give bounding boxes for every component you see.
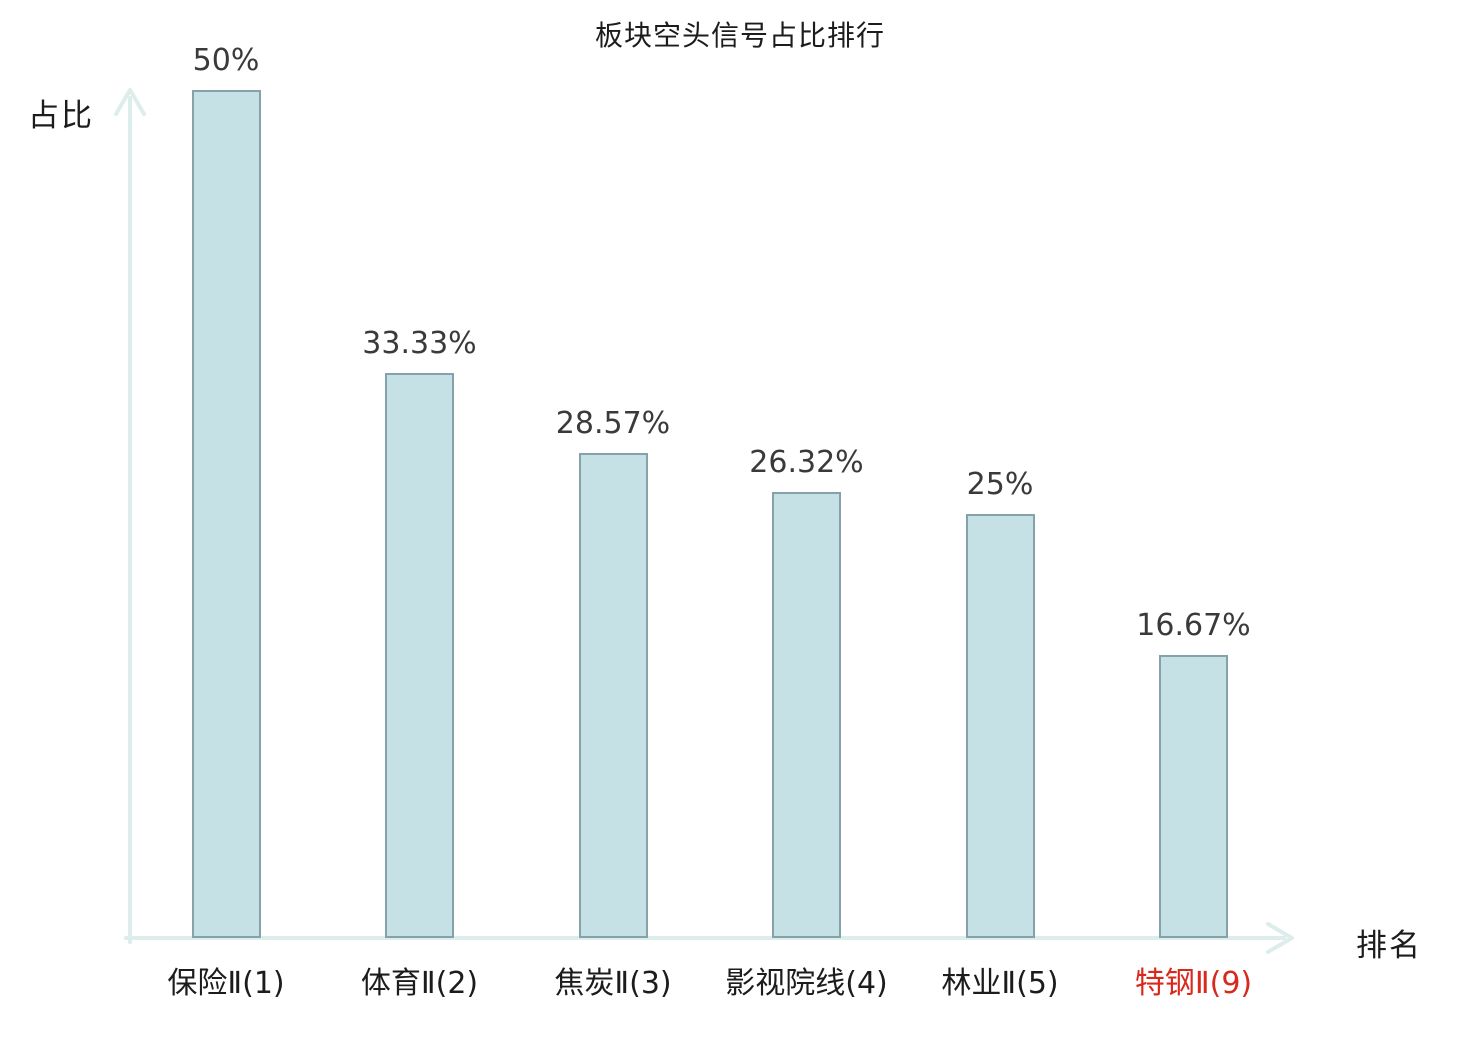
category-label: 影视院线(4) bbox=[725, 966, 888, 1001]
bar-value-label: 50% bbox=[192, 43, 260, 78]
x-axis-label: 排名 bbox=[1356, 928, 1422, 964]
category-label: 特钢Ⅱ(9) bbox=[1134, 966, 1253, 1001]
bar bbox=[772, 492, 841, 938]
bar bbox=[385, 373, 454, 938]
y-axis-label: 占比 bbox=[28, 98, 94, 134]
bar bbox=[965, 514, 1035, 938]
chart-title: 板块空头信号占比排行 bbox=[594, 19, 885, 52]
bar-value-label: 16.67% bbox=[1136, 608, 1251, 643]
bar-value-label: 25% bbox=[966, 467, 1034, 502]
category-label: 林业Ⅱ(5) bbox=[941, 966, 1059, 1001]
category-label: 焦炭Ⅱ(3) bbox=[554, 966, 672, 1001]
bar-value-label: 33.33% bbox=[362, 326, 477, 361]
y-axis-arrow-icon bbox=[114, 88, 146, 116]
category-label: 体育Ⅱ(2) bbox=[360, 966, 479, 1001]
bar bbox=[1159, 655, 1228, 938]
bar bbox=[191, 90, 261, 938]
bar-value-label: 28.57% bbox=[555, 406, 671, 441]
category-label: 保险Ⅱ(1) bbox=[167, 966, 285, 1001]
x-axis-arrow-icon bbox=[1266, 922, 1294, 954]
bar bbox=[578, 453, 648, 938]
bar-value-label: 26.32% bbox=[749, 445, 864, 480]
